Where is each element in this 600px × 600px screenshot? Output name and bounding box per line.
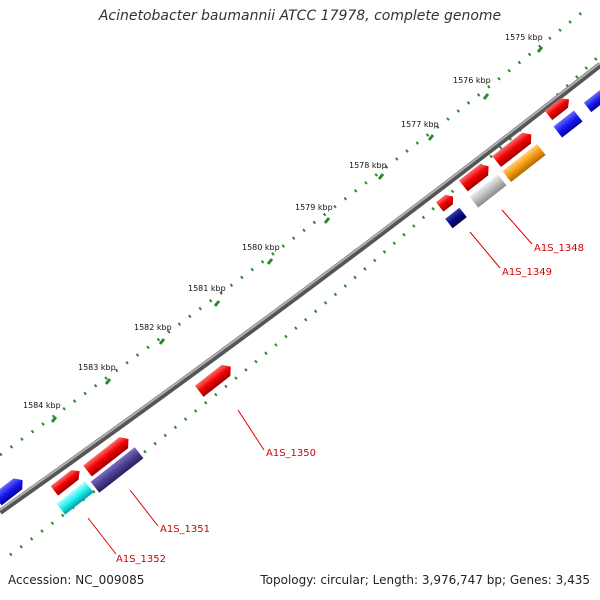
gene-arrow <box>50 470 80 496</box>
gene-arrow <box>544 98 570 121</box>
map-title: Acinetobacter baumannii ATCC 17978, comp… <box>98 8 502 24</box>
gene-box-A1S_1348 <box>502 143 546 183</box>
gene-arrow <box>436 194 454 212</box>
tick-mark <box>323 217 331 224</box>
tick-label: 1575 kbp <box>505 33 543 42</box>
gene-box <box>469 174 507 208</box>
gene-label: A1S_1351 <box>160 524 210 535</box>
tick-label: 1582 kbp <box>134 323 172 332</box>
accession-text: Accession: NC_009085 <box>8 573 145 587</box>
gene-label: A1S_1352 <box>116 554 166 565</box>
tick-labels: 1575 kbp 1576 kbp 1577 kbp 1578 kbp 1579… <box>23 33 543 410</box>
leader-A1S_1350 <box>237 409 265 451</box>
tick-mark <box>213 300 221 307</box>
outer-tick-track <box>0 8 586 457</box>
gene-arrow <box>0 478 23 506</box>
gene-arrow <box>492 132 532 168</box>
tick-label: 1576 kbp <box>453 76 491 85</box>
gene-arrow <box>83 437 129 477</box>
gene-arrow <box>583 90 600 113</box>
tick-label: 1584 kbp <box>23 401 61 410</box>
leader-A1S_1352 <box>87 517 117 555</box>
gene-box <box>553 110 583 138</box>
genome-summary-text: Topology: circular; Length: 3,976,747 bp… <box>260 573 590 587</box>
gene-arrow <box>459 164 489 192</box>
tick-mark <box>377 173 385 180</box>
leader-A1S_1351 <box>129 489 159 527</box>
tick-mark <box>482 93 490 100</box>
tick-mark <box>536 46 544 53</box>
label-leaders <box>87 209 533 555</box>
gene-label: A1S_1349 <box>502 267 552 278</box>
tick-label: 1577 kbp <box>401 120 439 129</box>
genome-backbone-highlight <box>0 62 600 511</box>
tick-mark <box>158 338 166 345</box>
leader-A1S_1348 <box>501 209 533 245</box>
gene-box-A1S_1352 <box>56 481 94 515</box>
gene-box-A1S_1349 <box>445 207 467 229</box>
tick-label: 1578 kbp <box>349 161 387 170</box>
tick-mark <box>266 258 274 265</box>
gene-label: A1S_1348 <box>534 243 584 254</box>
genome-backbone <box>0 62 600 515</box>
tick-mark <box>50 416 58 423</box>
tick-label: 1583 kbp <box>78 363 116 372</box>
tick-label: 1581 kbp <box>188 284 226 293</box>
major-tick-marks <box>50 46 544 423</box>
tick-label: 1580 kbp <box>242 243 280 252</box>
gene-labels: A1S_1348 A1S_1349 A1S_1350 A1S_1351 A1S_… <box>116 243 584 565</box>
tick-mark <box>104 378 112 385</box>
tick-mark <box>427 134 435 141</box>
forward-genes <box>0 90 600 506</box>
tick-label: 1579 kbp <box>295 203 333 212</box>
gene-box-A1S_1351 <box>90 447 144 493</box>
reverse-genes <box>56 110 583 515</box>
leader-A1S_1349 <box>469 231 501 269</box>
gene-label: A1S_1350 <box>266 448 316 459</box>
gene-arrow-A1S_1350 <box>194 364 231 397</box>
